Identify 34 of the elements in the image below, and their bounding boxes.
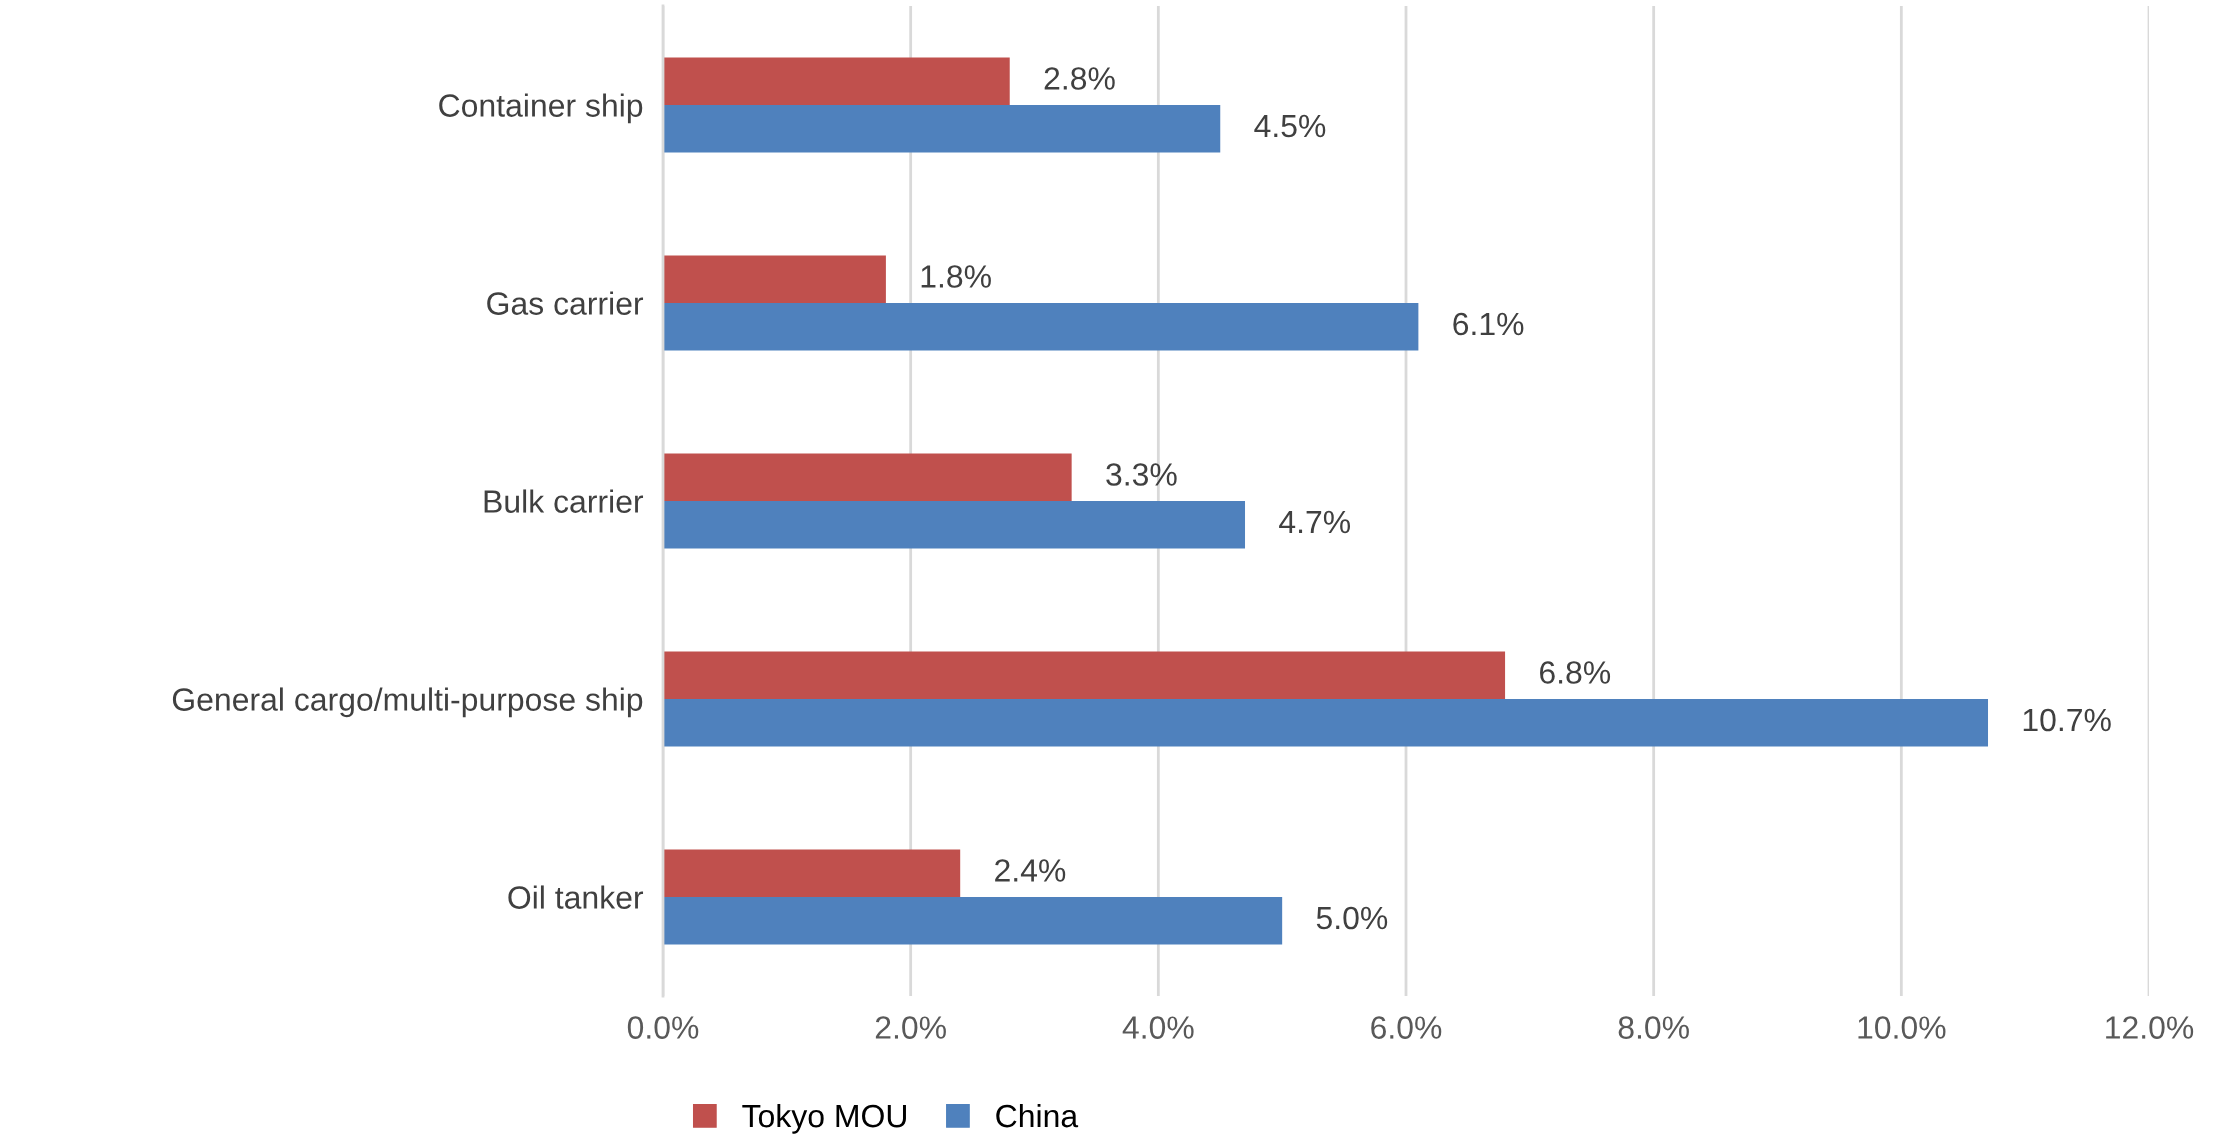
data-label: 6.1% [1453, 312, 1524, 336]
data-label: 4.7% [1279, 510, 1351, 534]
y-tick-label: Container ship [439, 93, 643, 124]
data-label: 1.8% [921, 265, 991, 288]
bar [663, 303, 1419, 351]
bar [663, 849, 961, 897]
data-label: 2.8% [1044, 67, 1115, 90]
bar [663, 699, 1989, 747]
y-tick-label: Bulk carrier [484, 489, 644, 513]
y-tick-label: General cargo/multi-purpose ship [172, 687, 643, 718]
bar [663, 453, 1072, 501]
bar [663, 501, 1246, 549]
bar [663, 255, 886, 303]
data-label: 3.3% [1106, 463, 1177, 486]
y-tick-label: Oil tanker [508, 885, 644, 909]
data-label: 5.0% [1316, 906, 1388, 930]
x-tick-label: 2.0% [875, 1016, 946, 1039]
x-tick-label: 6.0% [1371, 1016, 1442, 1039]
data-label: 2.4% [995, 859, 1066, 882]
bar [663, 57, 1010, 105]
bar [663, 105, 1221, 153]
legend-label: China [996, 1103, 1079, 1128]
x-tick-label: 0.0% [627, 1016, 699, 1039]
x-tick-label: 4.0% [1122, 1016, 1194, 1039]
data-label: 10.7% [2023, 708, 2111, 732]
legend-label: Tokyo MOU [742, 1103, 906, 1134]
y-tick-label: Gas carrier [487, 291, 644, 315]
x-tick-label: 12.0% [2106, 1016, 2194, 1039]
bar [663, 897, 1283, 945]
x-tick-label: 10.0% [1858, 1016, 1946, 1039]
data-label: 4.5% [1254, 114, 1326, 138]
data-label: 6.8% [1540, 661, 1611, 684]
x-tick-label: 8.0% [1618, 1016, 1689, 1039]
bar [663, 651, 1506, 699]
